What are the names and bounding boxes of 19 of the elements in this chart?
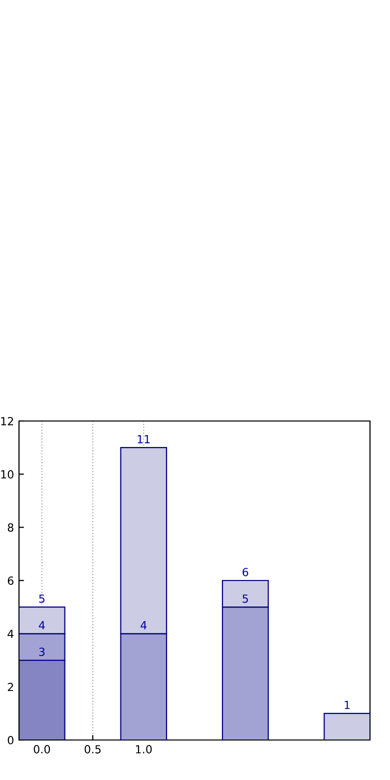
annotation: 4 bbox=[38, 621, 45, 630]
annotation: 11 bbox=[138, 435, 150, 444]
bar bbox=[324, 712, 370, 740]
annotation: 3 bbox=[39, 648, 45, 656]
annotation: 6 bbox=[242, 568, 248, 576]
y-tick-label: 10 bbox=[1, 470, 14, 479]
annotation: 1 bbox=[344, 700, 350, 710]
y-tick-label: 0 bbox=[8, 736, 14, 744]
y-tick-label: 4 bbox=[8, 630, 14, 638]
x-tick-label: 0.0 bbox=[34, 745, 50, 754]
y-tick-label: 2 bbox=[8, 682, 14, 692]
y-tick-label: 6 bbox=[8, 576, 14, 585]
y-tick-label: 8 bbox=[8, 523, 14, 532]
x-tick-label: 1.0 bbox=[136, 745, 152, 754]
annotation: 5 bbox=[242, 594, 248, 603]
y-tick-label: 12 bbox=[1, 416, 14, 426]
annotation: 5 bbox=[39, 594, 44, 603]
x-tick-label: 0.5 bbox=[84, 745, 101, 754]
annotation: 4 bbox=[140, 621, 147, 630]
